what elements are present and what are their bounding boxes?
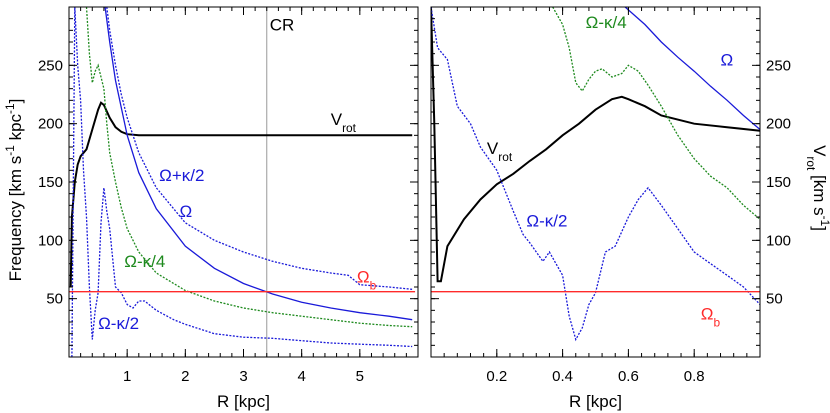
x-tick-label: 2 xyxy=(181,368,189,385)
series-omega-kappa-4-label: Ω-κ/4 xyxy=(586,13,627,32)
series-omega-line xyxy=(624,7,760,130)
series-vrot-line xyxy=(431,7,760,283)
series-omega-kappa-2-label: Ω-κ/2 xyxy=(526,211,567,230)
x-axis-title: R [kpc] xyxy=(217,392,270,411)
x-tick-label: 0.4 xyxy=(552,368,573,385)
x-tick-label: 0.8 xyxy=(684,368,705,385)
left-panel: Vrot Ω+κ/2 Ω Ω-κ/4 Ω-κ/2 Ωb CR 1 2 3 4 5 50 100 150 200… xyxy=(38,6,419,411)
series-omega-kappa-4-label: Ω-κ/4 xyxy=(124,252,165,271)
y-tick-label: 200 xyxy=(38,116,63,133)
series-vrot-label: Vrot xyxy=(487,139,513,164)
series-omegapluskappa-2-label: Ω+κ/2 xyxy=(159,166,204,185)
series-omega-line xyxy=(104,7,413,321)
series-omega-label: Ω xyxy=(721,50,734,69)
y-tick-label: 50 xyxy=(766,291,783,308)
y-tick-label: 50 xyxy=(46,291,63,308)
series-omega-kappa-2-label: Ω-κ/2 xyxy=(98,314,139,333)
y-tick-label: 250 xyxy=(38,57,63,74)
right-axis-title: Vrot [km s-1] xyxy=(804,145,830,231)
series-omega-label: Ω xyxy=(180,202,193,221)
y-tick-label: 150 xyxy=(766,174,791,191)
x-tick-label: 0.6 xyxy=(618,368,639,385)
x-axis-title: R [kpc] xyxy=(569,392,622,411)
x-tick-label: 1 xyxy=(123,368,131,385)
x-tick-label: 3 xyxy=(239,368,247,385)
x-tick-label: 4 xyxy=(297,368,305,385)
y-tick-label: 100 xyxy=(38,232,63,249)
x-tick-label: 0.2 xyxy=(486,368,507,385)
series-omegapluskappa-2-line xyxy=(106,7,413,290)
y-tick-label: 250 xyxy=(766,57,791,74)
x-tick-label: 5 xyxy=(356,368,364,385)
series-omegab-label: Ωb xyxy=(357,267,377,292)
right-panel: Vrot Ω Ω-κ/4 Ω-κ/2 Ωb 0.2 0.4 0.6 0.8 50 100 150 200… xyxy=(430,6,791,411)
series-vrot-line xyxy=(69,101,413,288)
series-omegab-label: Ωb xyxy=(701,305,721,330)
y-tick-label: 200 xyxy=(766,116,791,133)
y-tick-label: 100 xyxy=(766,232,791,249)
series-vrot-label: Vrot xyxy=(331,110,357,135)
series-omega-kappa-4-line xyxy=(85,7,413,328)
plot-frame xyxy=(68,6,419,358)
annotation-cr: CR xyxy=(270,15,295,34)
y-tick-label: 150 xyxy=(38,174,63,191)
series-omega-kappa-2-line xyxy=(71,7,413,357)
series-omega-kappa-4-line xyxy=(552,7,760,220)
left-axis-title: Frequency [km s-1 kpc-1] xyxy=(3,99,25,282)
series-omega-kappa-2-line xyxy=(431,7,760,342)
